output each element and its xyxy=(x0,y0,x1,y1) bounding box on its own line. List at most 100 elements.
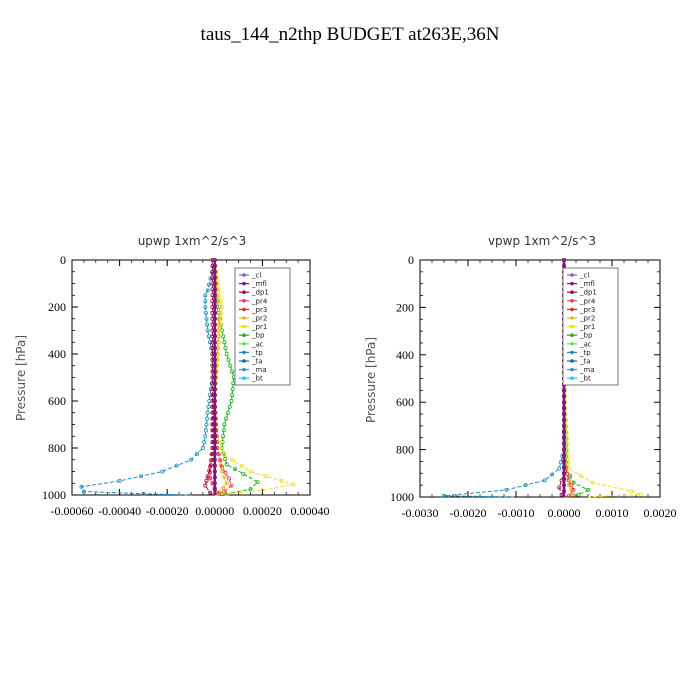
legend-label: _pr3 xyxy=(251,306,267,314)
legend-marker xyxy=(570,333,574,338)
series-marker-mfl xyxy=(212,287,217,292)
series-marker-mfl xyxy=(212,434,217,439)
series-marker-bp xyxy=(221,428,226,433)
series-marker-pr4 xyxy=(569,483,574,488)
legend-marker xyxy=(242,316,246,320)
series-marker-tp xyxy=(194,451,199,456)
series-marker-tp xyxy=(205,328,210,333)
series-marker-mfl xyxy=(562,447,567,452)
series-marker-tp xyxy=(203,293,208,298)
series-marker-mfl xyxy=(562,459,567,464)
series-marker-dp1 xyxy=(204,478,209,483)
legend-marker xyxy=(242,281,246,286)
series-marker-pr1 xyxy=(219,310,224,315)
series-marker-mfl xyxy=(562,471,567,476)
x-tick-label: 0.0010 xyxy=(596,506,629,520)
y-tick-label: 0 xyxy=(60,253,66,267)
legend-label: _cl xyxy=(251,272,261,280)
series-line-dp1 xyxy=(558,260,565,498)
series-marker-pr1 xyxy=(279,478,284,483)
series-line-dp1 xyxy=(204,260,216,496)
series-marker-mfl xyxy=(212,445,217,450)
series-marker-tp xyxy=(81,489,86,494)
series-marker-tp xyxy=(203,299,208,304)
legend-marker xyxy=(570,316,574,320)
series-marker-mfl xyxy=(212,316,217,321)
series-marker-mfl xyxy=(212,363,217,368)
series-marker-mfl xyxy=(562,394,567,399)
legend-label: _mfl xyxy=(579,280,595,288)
series-marker-bp xyxy=(228,363,233,368)
series-marker-pr4 xyxy=(218,458,223,463)
series-marker-pr2 xyxy=(222,475,227,480)
series-marker-pr1 xyxy=(217,293,222,298)
series-marker-bp xyxy=(222,340,227,345)
series-marker-pr1 xyxy=(218,299,223,304)
legend-label: _pr2 xyxy=(251,315,267,323)
x-tick-label: 0.0020 xyxy=(644,506,677,520)
legend-marker xyxy=(242,333,246,338)
series-marker-dp1 xyxy=(207,468,212,473)
series-marker-pr2 xyxy=(219,469,224,474)
series-marker-tp xyxy=(200,445,205,450)
series-marker-pr1 xyxy=(239,464,244,469)
series-marker-mfl xyxy=(212,410,217,415)
series-marker-mfl xyxy=(562,435,567,440)
legend: _cl_mfl_dp1_pr4_pr3_pr2_pr1_bp_ac_tp_ta_… xyxy=(234,267,291,386)
series-marker-mfl xyxy=(212,393,217,398)
series-marker-mfl xyxy=(562,417,567,422)
series-marker-pr2 xyxy=(224,481,229,486)
series-marker-mfl xyxy=(212,304,217,309)
series-line-tp xyxy=(80,259,216,496)
series-marker-tp xyxy=(188,457,193,462)
series-marker-mfl xyxy=(212,416,217,421)
series-marker-mfl xyxy=(212,322,217,327)
legend-marker xyxy=(242,299,246,303)
series-line-pr1 xyxy=(563,259,641,498)
series-marker-mfl xyxy=(562,412,567,417)
panel-title: upwp 1xm^2/s^3 xyxy=(138,234,247,248)
series-marker-mfl xyxy=(212,334,217,339)
series-marker-mfl xyxy=(212,387,217,392)
series-marker-mfl xyxy=(562,400,567,405)
series-marker-dp1 xyxy=(205,474,210,479)
series-marker-mfl xyxy=(212,340,217,345)
legend-marker xyxy=(570,324,574,329)
legend-label: _pr4 xyxy=(579,297,596,305)
series-marker-mfl xyxy=(212,487,217,492)
series-marker-tp xyxy=(205,410,210,415)
legend-label: _ma xyxy=(579,366,595,374)
legend-marker xyxy=(570,290,574,295)
series-marker-mfl xyxy=(562,477,567,482)
series-marker-mfl xyxy=(562,441,567,446)
series-marker-pr1 xyxy=(629,489,634,494)
legend-marker xyxy=(570,281,574,286)
series-marker-pr4 xyxy=(229,483,234,488)
series-marker-mfl xyxy=(212,422,217,427)
y-tick-label: 600 xyxy=(48,394,66,408)
series-marker-mfl xyxy=(212,440,217,445)
series-marker-tp xyxy=(203,304,208,309)
series-marker-pr2 xyxy=(216,322,221,327)
series-line-pr4 xyxy=(563,260,575,498)
legend-marker xyxy=(570,299,574,303)
series-marker-pr4 xyxy=(566,478,571,483)
series-marker-mfl xyxy=(562,257,567,262)
series-marker-mfl xyxy=(212,263,217,268)
series-marker-bp xyxy=(230,387,235,392)
series-marker-tp xyxy=(160,469,165,474)
series-marker-bp xyxy=(224,351,229,356)
series-marker-tp xyxy=(557,466,562,471)
legend-label: _ta xyxy=(579,358,591,366)
series-marker-pr1 xyxy=(216,287,221,292)
series-marker-bp xyxy=(225,410,230,415)
series-marker-tp xyxy=(550,472,555,477)
legend-marker xyxy=(570,350,574,355)
series-marker-mfl xyxy=(212,351,217,356)
series-marker-mfl xyxy=(562,489,567,494)
series-marker-pr1 xyxy=(218,316,223,321)
series-marker-dp1 xyxy=(203,483,208,488)
series-marker-mfl xyxy=(212,381,217,386)
series-marker-tp xyxy=(205,416,210,421)
series-marker-bp xyxy=(221,334,226,339)
